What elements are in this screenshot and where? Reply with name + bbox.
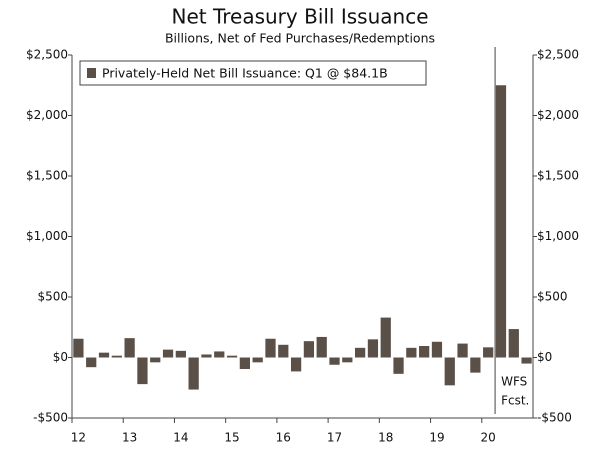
legend-box [79,60,427,86]
bar [188,357,199,390]
y2-tick-label: $2,000 [537,108,579,122]
y-tick-label: $2,000 [26,108,68,122]
bar [278,344,289,358]
bar [444,357,455,386]
x-tick-label: 19 [429,431,444,445]
bar [290,357,302,372]
chart-subtitle: Billions, Net of Fed Purchases/Redemptio… [165,31,435,46]
bar [124,338,135,358]
bar [214,351,225,358]
y2-tick-label: $2,500 [537,48,579,62]
x-tick-label: 20 [481,431,496,445]
annotation: Fcst. [501,394,529,408]
bar [329,357,340,365]
x-tick-label: 16 [276,431,291,445]
y2-tick-label: $1,500 [537,169,579,183]
bar [111,355,122,358]
legend-label: Privately-Held Net Bill Issuance: Q1 @ $… [102,66,388,81]
bar [226,355,238,358]
y2-tick-label: $1,000 [537,229,579,243]
y2-tick-label: $0 [537,350,552,364]
bar [508,329,519,358]
bar [239,357,250,369]
legend-swatch [87,68,96,78]
x-tick-label: 14 [173,431,188,445]
y-tick-label: -$500 [33,411,68,425]
bar [86,357,97,368]
x-tick-label: 17 [327,431,342,445]
annotation: WFS [501,375,527,389]
bar [201,354,212,358]
bar [367,339,379,358]
bar [265,338,276,358]
bar [419,346,430,358]
bar [175,350,186,358]
bar [457,343,468,358]
bar [73,338,84,358]
y-tick-label: $1,000 [26,229,68,243]
bar [355,347,366,358]
x-tick-label: 13 [122,431,137,445]
bar [521,357,532,364]
bar [316,336,327,358]
bar [495,85,507,358]
y2-tick-label: $500 [537,290,568,304]
bar [393,357,404,374]
bar [406,347,417,358]
bar [470,357,481,373]
bar [98,352,110,358]
bar [380,317,391,358]
y-tick-label: $1,500 [26,169,68,183]
x-tick-label: 15 [224,431,239,445]
bar [303,341,315,358]
y-tick-label: $0 [53,350,68,364]
bar [483,347,494,358]
bar [137,357,148,385]
bar [342,357,353,363]
y-tick-label: $2,500 [26,48,68,62]
x-tick-label: 12 [71,431,86,445]
bar [252,357,263,363]
bar [162,349,174,358]
y-tick-label: $500 [37,290,68,304]
x-tick-label: 18 [378,431,393,445]
chart-title: Net Treasury Bill Issuance [172,5,429,29]
bar [150,357,161,363]
bar [431,341,443,358]
y2-tick-label: -$500 [537,411,572,425]
